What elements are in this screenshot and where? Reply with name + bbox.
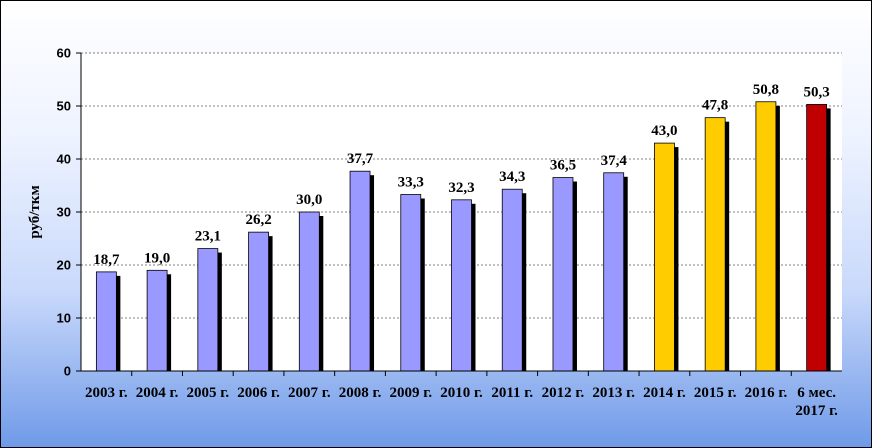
bar (298, 211, 320, 372)
bar (654, 142, 675, 372)
data-label: 50,8 (753, 82, 779, 98)
y-tick-labels: 0 10 20 30 40 50 60 (57, 46, 81, 379)
x-tick-label: 2012 г. (542, 385, 585, 401)
data-label: 19,0 (144, 250, 170, 266)
bar (95, 271, 117, 372)
x-tick-label: 2013 г. (592, 385, 635, 401)
data-label: 43,0 (651, 123, 677, 139)
y-tick-label: 10 (57, 311, 71, 326)
x-tick-labels: 2003 г. 2004 г. 2005 г. 2006 г. 2007 г. 2008 … (85, 371, 838, 419)
x-tick-label: 2008 г. (339, 385, 382, 401)
data-label: 26,2 (245, 212, 271, 228)
data-label: 47,8 (702, 98, 728, 114)
bar (197, 248, 219, 372)
x-tick-label: 2006 г. (237, 385, 280, 401)
data-label: 37,7 (347, 151, 374, 167)
x-tick-label: 2011 г. (491, 385, 533, 401)
x-tick-label: 2009 г. (389, 385, 432, 401)
data-label: 34,3 (499, 169, 525, 185)
x-tick-label: 2016 г. (745, 385, 788, 401)
x-tick-label: 2007 г. (288, 385, 331, 401)
data-label: 37,4 (601, 153, 628, 169)
y-axis-label: руб/ткм (27, 185, 43, 238)
bar (451, 199, 472, 372)
value-labels: 18,7 19,0 23,1 26,2 30,0 37,7 33,3 32,3 34,3 36,5… (93, 82, 830, 268)
data-label: 23,1 (195, 229, 221, 245)
data-label: 36,5 (550, 158, 576, 174)
bar (704, 117, 726, 372)
bar (146, 269, 168, 372)
bars (95, 101, 831, 372)
bar (755, 101, 777, 372)
data-label: 32,3 (448, 180, 474, 196)
data-label: 30,0 (296, 192, 322, 208)
x-tick-label: 2010 г. (440, 385, 483, 401)
y-tick-label: 0 (64, 364, 71, 379)
bar (349, 170, 371, 372)
y-tick-label: 20 (57, 258, 71, 273)
bar (501, 188, 523, 372)
x-tick-label: 6 мес. (797, 385, 836, 401)
bar (248, 231, 269, 372)
x-tick-label: 2017 г. (795, 403, 838, 419)
bar (603, 172, 625, 372)
bar (400, 194, 422, 372)
x-tick-label: 2005 г. (187, 385, 230, 401)
data-label: 18,7 (93, 252, 120, 268)
y-tick-label: 30 (57, 205, 71, 220)
x-tick-label: 2015 г. (694, 385, 737, 401)
x-tick-label: 2014 г. (643, 385, 686, 401)
bar (552, 177, 574, 372)
bar (806, 104, 828, 372)
y-tick-label: 40 (57, 152, 71, 167)
data-label: 50,3 (804, 84, 830, 100)
x-tick-label: 2004 г. (136, 385, 179, 401)
y-tick-label: 50 (57, 99, 71, 114)
x-tick-label: 2003 г. (85, 385, 128, 401)
data-label: 33,3 (398, 175, 424, 191)
y-tick-label: 60 (57, 46, 71, 61)
